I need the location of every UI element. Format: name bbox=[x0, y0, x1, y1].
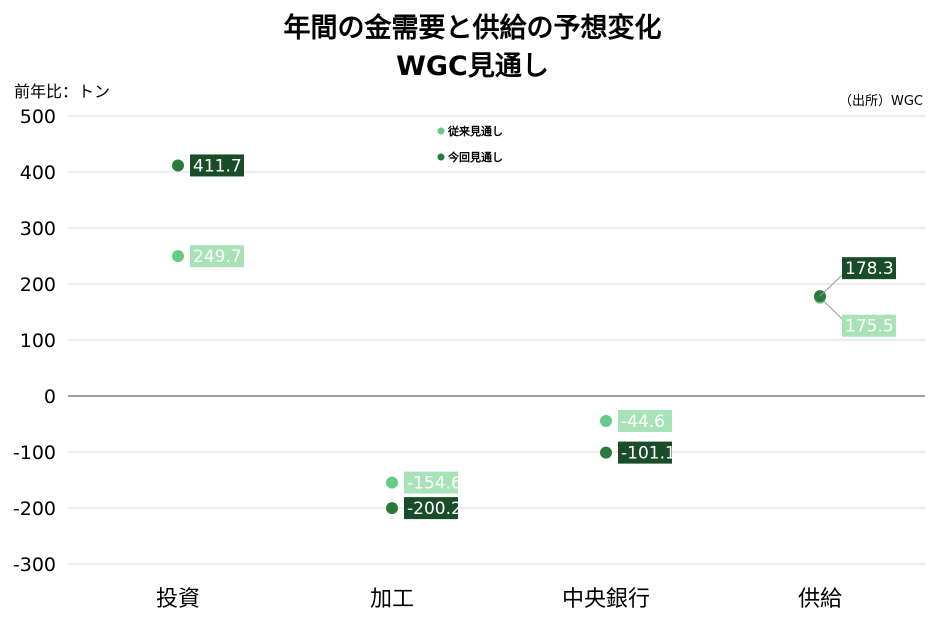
data-label-box bbox=[842, 314, 896, 337]
y-tick-label: 100 bbox=[20, 330, 56, 352]
y-tick-label: 200 bbox=[20, 274, 56, 296]
data-label-leader bbox=[819, 274, 843, 297]
data-label: 178.3 bbox=[845, 259, 894, 279]
chart-title-line2: WGC見通し bbox=[396, 51, 549, 82]
data-label-leader bbox=[819, 297, 843, 320]
y-tick-label: 500 bbox=[20, 106, 56, 128]
source-note: （出所）WGC bbox=[838, 94, 923, 109]
data-label: 175.5 bbox=[845, 317, 894, 337]
legend-label: 今回見通し bbox=[447, 150, 503, 164]
data-label: -44.6 bbox=[621, 412, 665, 432]
x-category-label: 供給 bbox=[798, 587, 842, 612]
data-label-box bbox=[618, 441, 672, 464]
data-label-box bbox=[404, 471, 458, 494]
data-label: 249.7 bbox=[193, 247, 242, 267]
y-tick-label: 300 bbox=[20, 218, 56, 240]
chart-title-line1: 年間の金需要と供給の予想変化 bbox=[283, 13, 662, 44]
legend-label: 従来見通し bbox=[447, 124, 503, 138]
data-point bbox=[600, 446, 612, 459]
y-tick-label: -200 bbox=[13, 498, 56, 520]
data-point bbox=[172, 250, 184, 263]
y-tick-label: -300 bbox=[13, 554, 56, 576]
legend-marker bbox=[437, 127, 445, 135]
data-label-box bbox=[190, 154, 244, 177]
data-label: -200.2 bbox=[407, 499, 462, 519]
data-label: -154.6 bbox=[407, 474, 462, 494]
y-axis-unit-label: 前年比：トン bbox=[14, 82, 111, 101]
data-point bbox=[386, 476, 398, 489]
data-point bbox=[600, 414, 612, 427]
y-tick-label: -100 bbox=[13, 442, 56, 464]
data-point bbox=[172, 159, 184, 172]
data-label-box bbox=[404, 497, 458, 520]
y-tick-label: 0 bbox=[44, 386, 56, 408]
data-label-box bbox=[618, 409, 672, 432]
legend-marker bbox=[437, 153, 445, 161]
y-tick-label: 400 bbox=[20, 162, 56, 184]
data-label-box bbox=[842, 257, 896, 280]
data-point bbox=[386, 502, 398, 515]
data-label: 411.7 bbox=[193, 156, 242, 176]
x-category-label: 加工 bbox=[370, 587, 414, 612]
data-label: -101.1 bbox=[621, 444, 676, 464]
data-label-box bbox=[190, 245, 244, 268]
x-category-label: 中央銀行 bbox=[562, 587, 650, 612]
x-category-label: 投資 bbox=[156, 587, 200, 612]
